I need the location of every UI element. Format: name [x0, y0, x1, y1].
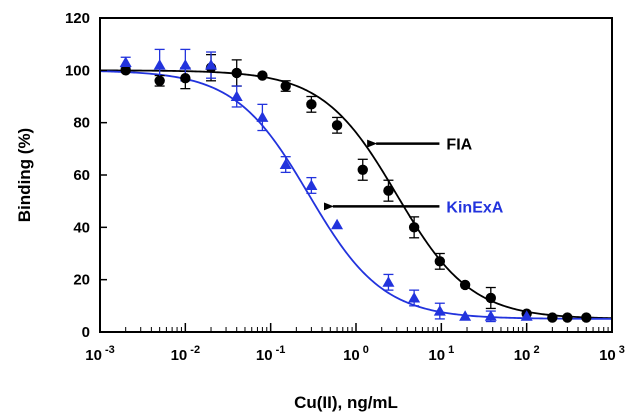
fia-point — [231, 67, 242, 79]
fia-point — [547, 312, 558, 323]
y-tick-label: 60 — [73, 167, 90, 184]
y-axis-title: Binding (%) — [15, 128, 34, 222]
x-axis-title: Cu(II), ng/mL — [294, 393, 398, 412]
kinexa-point — [382, 276, 395, 287]
kinexa-point — [256, 111, 269, 122]
x-tick-label: 10 -1 — [256, 344, 286, 364]
fia-point — [581, 312, 592, 323]
y-tick-label: 40 — [73, 219, 90, 236]
kinexa-point — [433, 305, 446, 316]
annotation-label: KinExA — [446, 199, 503, 216]
kinexa-point — [279, 158, 292, 170]
fia-point — [485, 292, 497, 304]
kinexa-point — [230, 90, 243, 101]
x-tick-label: 10 -3 — [85, 344, 115, 364]
x-tick-label: 10 1 — [428, 344, 454, 364]
fit-curves — [99, 69, 613, 320]
y-tick-label: 80 — [73, 115, 90, 132]
kinexa-point — [331, 218, 344, 230]
fia-point — [180, 72, 191, 84]
y-axis-ticks: 0 20 40 60 80 100 120 — [65, 10, 107, 341]
fia-point — [280, 80, 291, 92]
fia-point — [306, 99, 317, 110]
y-tick-label: 20 — [73, 272, 90, 289]
annotation-label: FIA — [446, 137, 472, 154]
y-tick-label: 100 — [65, 62, 90, 79]
fit-curve-fia — [100, 69, 613, 320]
kinexa-point — [484, 310, 497, 321]
x-tick-label: 10 -2 — [171, 344, 201, 364]
annotations: FIA KinExA — [323, 137, 504, 216]
x-tick-label: 10 0 — [343, 344, 369, 364]
fia-point — [562, 312, 573, 323]
y-tick-label: 0 — [82, 324, 90, 341]
kinexa-point — [153, 59, 166, 70]
fit-curve-kinexa — [99, 70, 613, 320]
kinexa-point — [459, 310, 472, 321]
fia-point — [331, 120, 343, 131]
fia-point — [459, 279, 471, 291]
fia-point — [357, 164, 368, 175]
data-points — [119, 56, 592, 323]
plot-area-frame — [99, 17, 613, 333]
fia-point — [383, 185, 394, 196]
kinexa-point — [520, 310, 533, 321]
fia-point — [120, 65, 131, 76]
x-tick-label: 10 2 — [514, 344, 540, 364]
fia-point — [408, 222, 420, 233]
x-axis-ticks: 10 -3 10 -2 10 -1 10 0 10 1 10 2 10 3 — [85, 323, 625, 364]
fia-point — [154, 75, 165, 87]
y-tick-label: 120 — [65, 10, 90, 27]
kinexa-point — [205, 59, 218, 70]
kinexa-point — [119, 56, 132, 67]
fia-point — [257, 70, 268, 81]
kinexa-point — [408, 291, 421, 303]
fia-point — [434, 256, 446, 267]
kinexa-point — [305, 179, 318, 190]
x-tick-label: 10 3 — [599, 344, 625, 364]
kinexa-point — [179, 59, 192, 70]
